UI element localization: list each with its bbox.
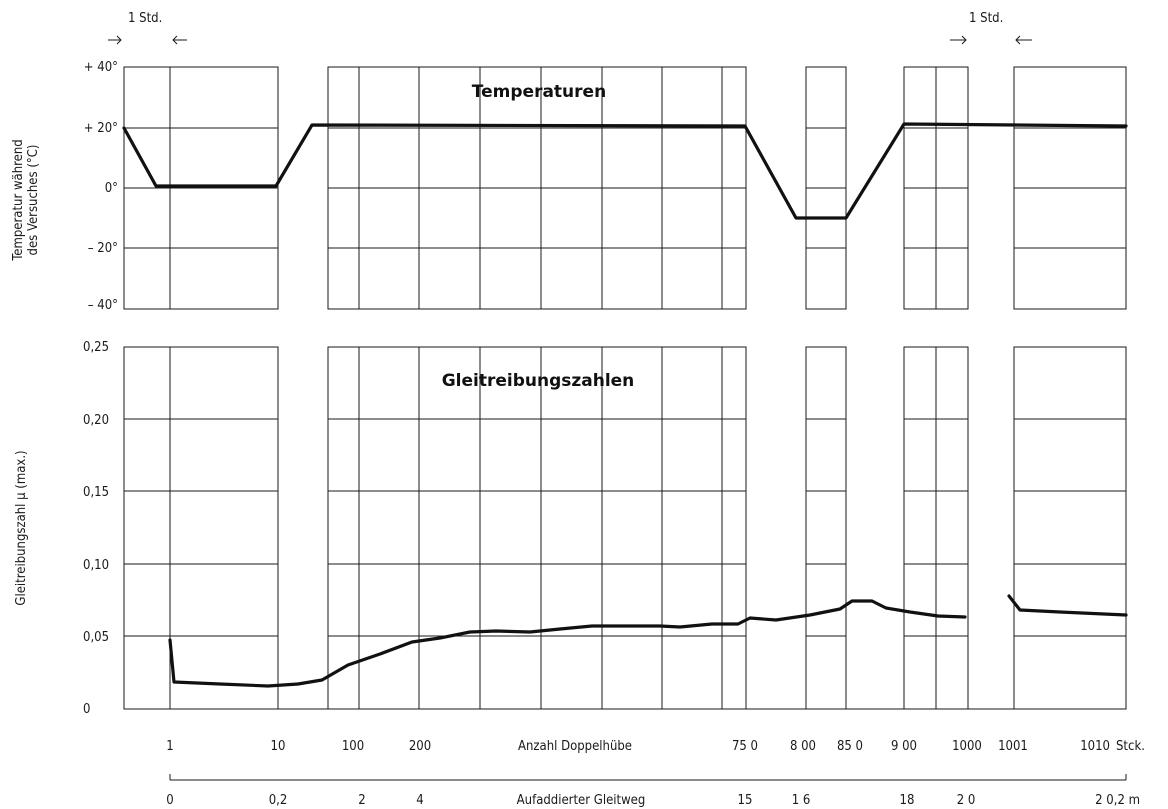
temperature-y-ticks: + 40° + 20° 0° – 20° – 40°	[84, 60, 118, 313]
x-tick-label: 1000	[952, 739, 982, 754]
x2-tick-label: 18	[900, 793, 915, 808]
svg-text:1 Std.: 1 Std.	[969, 11, 1003, 26]
std-annotation-left: 1 Std.	[108, 11, 187, 45]
friction-curve-tail	[1007, 594, 1128, 617]
temperature-curve	[122, 122, 1128, 220]
x-tick-label: 1010	[1080, 739, 1110, 754]
x-tick-label: 75 0	[732, 739, 758, 754]
x-axis-unit: Stck.	[1116, 739, 1145, 754]
temperature-y-label: Temperatur während des Versuches (°C)	[11, 139, 41, 261]
x-axis-label: Anzahl Doppelhübe	[518, 739, 632, 754]
x-tick-label: 8 00	[790, 739, 816, 754]
x-tick-label: 1001	[998, 739, 1028, 754]
x-axis-doppelhuebe: 1 10 100 200 Anzahl Doppelhübe 75 0 8 00…	[166, 739, 1145, 754]
x2-tick-label: 0	[166, 793, 173, 808]
x2-tick-label: 2 0	[957, 793, 976, 808]
tick-label: + 40°	[84, 60, 118, 75]
tick-label: – 20°	[88, 241, 118, 256]
x-axis-gleitweg: 0 0,2 2 4 Aufaddierter Gleitweg 15 1 6 1…	[166, 774, 1140, 808]
tick-label: 0	[83, 702, 90, 717]
tick-label: + 20°	[84, 121, 118, 136]
ylabel-line-2: des Versuches (°C)	[26, 145, 41, 256]
tick-label: 0°	[105, 181, 118, 196]
x2-tick-label: 1 6	[792, 793, 811, 808]
tick-label: 0,20	[83, 413, 109, 428]
x-tick-label: 100	[342, 739, 364, 754]
tick-label: 0,05	[83, 630, 109, 645]
x2-tick-label: 15	[738, 793, 753, 808]
x-tick-label: 1	[166, 739, 173, 754]
ylabel-line-1: Temperatur während	[11, 139, 26, 261]
tick-label: 0,10	[83, 558, 109, 573]
std-annotation-right: 1 Std.	[950, 11, 1032, 45]
temperature-title: Temperaturen	[472, 82, 606, 102]
temperature-panel	[122, 66, 1128, 310]
friction-title: Gleitreibungszahlen	[442, 371, 635, 391]
tick-label: – 40°	[88, 298, 118, 313]
x2-tick-label: 2 0,2 m	[1095, 793, 1140, 808]
x-tick-label: 9 00	[891, 739, 917, 754]
svg-text:Gleitreibungszahl μ (max.): Gleitreibungszahl μ (max.)	[14, 450, 29, 605]
x-tick-label: 10	[271, 739, 286, 754]
x-tick-label: 85 0	[837, 739, 863, 754]
x2-tick-label: 4	[416, 793, 423, 808]
tick-label: 0,25	[83, 340, 109, 355]
friction-curve	[168, 599, 967, 688]
x2-tick-label: 2	[358, 793, 365, 808]
svg-text:1 Std.: 1 Std.	[128, 11, 162, 26]
friction-y-label: Gleitreibungszahl μ (max.)	[14, 450, 29, 605]
x-tick-label: 200	[409, 739, 431, 754]
friction-y-ticks: 0,25 0,20 0,15 0,10 0,05 0	[83, 340, 109, 717]
friction-panel	[123, 346, 1128, 710]
x2-axis-label: Aufaddierter Gleitweg	[517, 793, 646, 808]
x2-tick-label: 0,2	[269, 793, 288, 808]
tick-label: 0,15	[83, 485, 109, 500]
